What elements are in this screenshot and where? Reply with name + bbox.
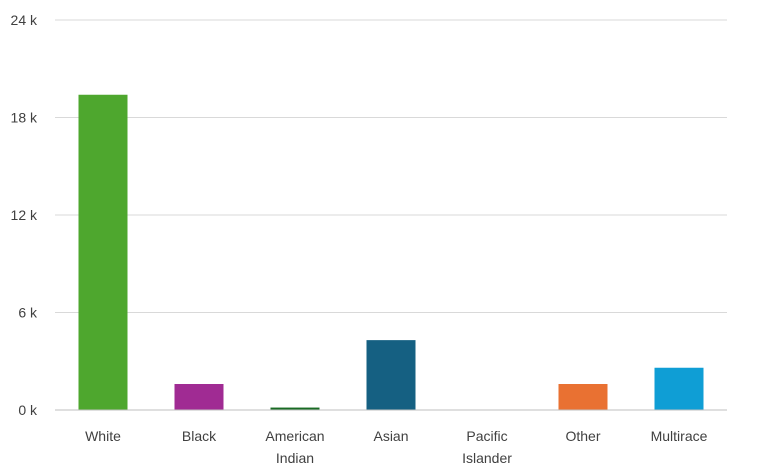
bar [174,384,224,410]
x-tick-label: White [85,428,121,444]
y-tick-label: 6 k [18,305,38,321]
x-tick-label: Asian [373,428,408,444]
gridlines [55,19,727,313]
bar [558,384,608,410]
y-tick-label: 18 k [11,110,38,126]
y-tick-label: 12 k [11,207,38,223]
bars [78,94,704,410]
x-axis-category-labels: White Black American Indian Asian Pacific Isla… [85,428,708,466]
bar [78,94,128,410]
x-tick-label: American Indian [265,428,324,466]
x-tick-label: Pacific Islander [462,428,512,466]
bar [270,407,320,410]
bar [366,340,416,410]
y-axis-tick-labels: 0 k 6 k 12 k 18 k 24 k [11,12,38,418]
x-tick-label: Multirace [651,428,708,444]
y-tick-label: 0 k [18,402,38,418]
y-tick-label: 24 k [11,12,38,28]
bar [654,367,704,410]
x-tick-label: Black [182,428,217,444]
x-tick-label: Other [565,428,600,444]
